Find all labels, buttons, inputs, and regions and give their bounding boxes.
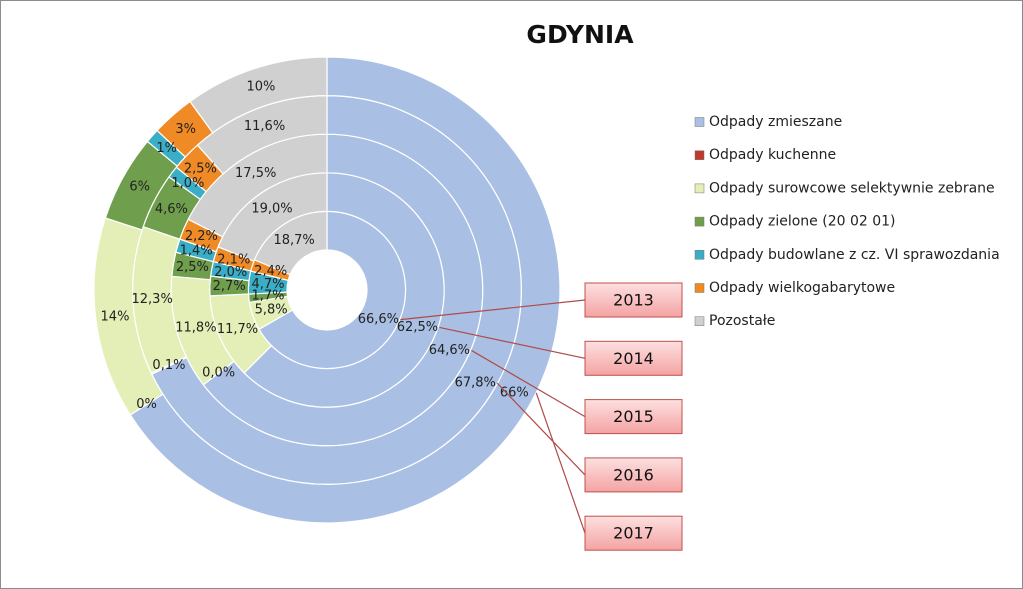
data-label: 1,0% [171,176,204,191]
legend-label: Odpady budowlane z cz. VI sprawozdania [709,247,1000,263]
legend-swatch [694,183,705,194]
leader-line [439,326,586,359]
legend-swatch [694,316,705,326]
donut-segment [189,56,328,134]
legend-label: Odpady surowcowe selektywnie zebrane [709,180,995,196]
year-box [584,282,683,318]
leader-line [496,382,586,476]
data-label: 5,8% [255,302,288,317]
data-label: 18,7% [273,233,314,248]
legend-swatch [694,117,705,127]
data-label: 11,8% [175,321,216,336]
year-label: 2013 [613,291,654,310]
legend-swatch [694,150,705,160]
year-box [584,457,683,493]
data-label: 4,6% [155,202,188,217]
year-box [584,340,683,376]
leader-line [535,392,586,534]
year-label: 2017 [613,524,654,543]
data-label: 62,5% [397,320,438,335]
data-label: 19,0% [251,202,292,217]
data-label: 4,7% [251,277,284,292]
data-label: 2,5% [176,260,209,275]
data-label: 3% [175,122,196,137]
donut-segment [129,56,561,524]
year-label: 2015 [613,407,654,426]
data-label: 2,5% [184,162,217,177]
data-label: 66% [500,385,529,400]
data-label: 0% [136,397,157,412]
data-label: 1,4% [180,244,213,259]
data-label: 66,6% [358,312,399,327]
data-label: 64,6% [429,343,470,358]
data-label: 2,4% [254,264,287,279]
leader-line [400,299,586,321]
data-label: 0,0% [202,365,235,380]
data-label: 6% [129,180,150,195]
legend-label: Odpady zielone (20 02 01) [709,214,896,230]
legend-swatch [694,216,705,227]
year-label: 2014 [613,349,654,368]
legend-label: Pozostałe [709,313,775,329]
data-label: 12,3% [132,292,173,307]
data-label: 14% [101,309,130,324]
legend-label: Odpady zmieszane [709,114,842,130]
data-label: 2,0% [214,265,247,280]
data-label: 11,7% [217,322,258,337]
data-label: 2,7% [213,279,246,294]
data-label: 1% [156,141,177,156]
data-label: 2,1% [217,253,250,268]
data-label: 0,1% [152,358,185,373]
chart-title: GDYNIA [526,20,634,49]
legend-swatch [694,250,705,260]
data-label: 67,8% [455,376,496,391]
year-box [584,399,683,435]
leader-line [471,349,586,418]
data-label: 10% [247,79,276,94]
data-label: 1,7% [252,289,285,304]
data-label: 11,6% [244,119,285,134]
legend-label: Odpady kuchenne [709,147,836,163]
legend-label: Odpady wielkogabarytowe [709,280,895,296]
year-label: 2016 [613,465,654,484]
legend-swatch [694,283,705,293]
year-box [584,515,683,551]
data-label: 2,2% [185,229,218,244]
data-label: 17,5% [235,166,276,181]
